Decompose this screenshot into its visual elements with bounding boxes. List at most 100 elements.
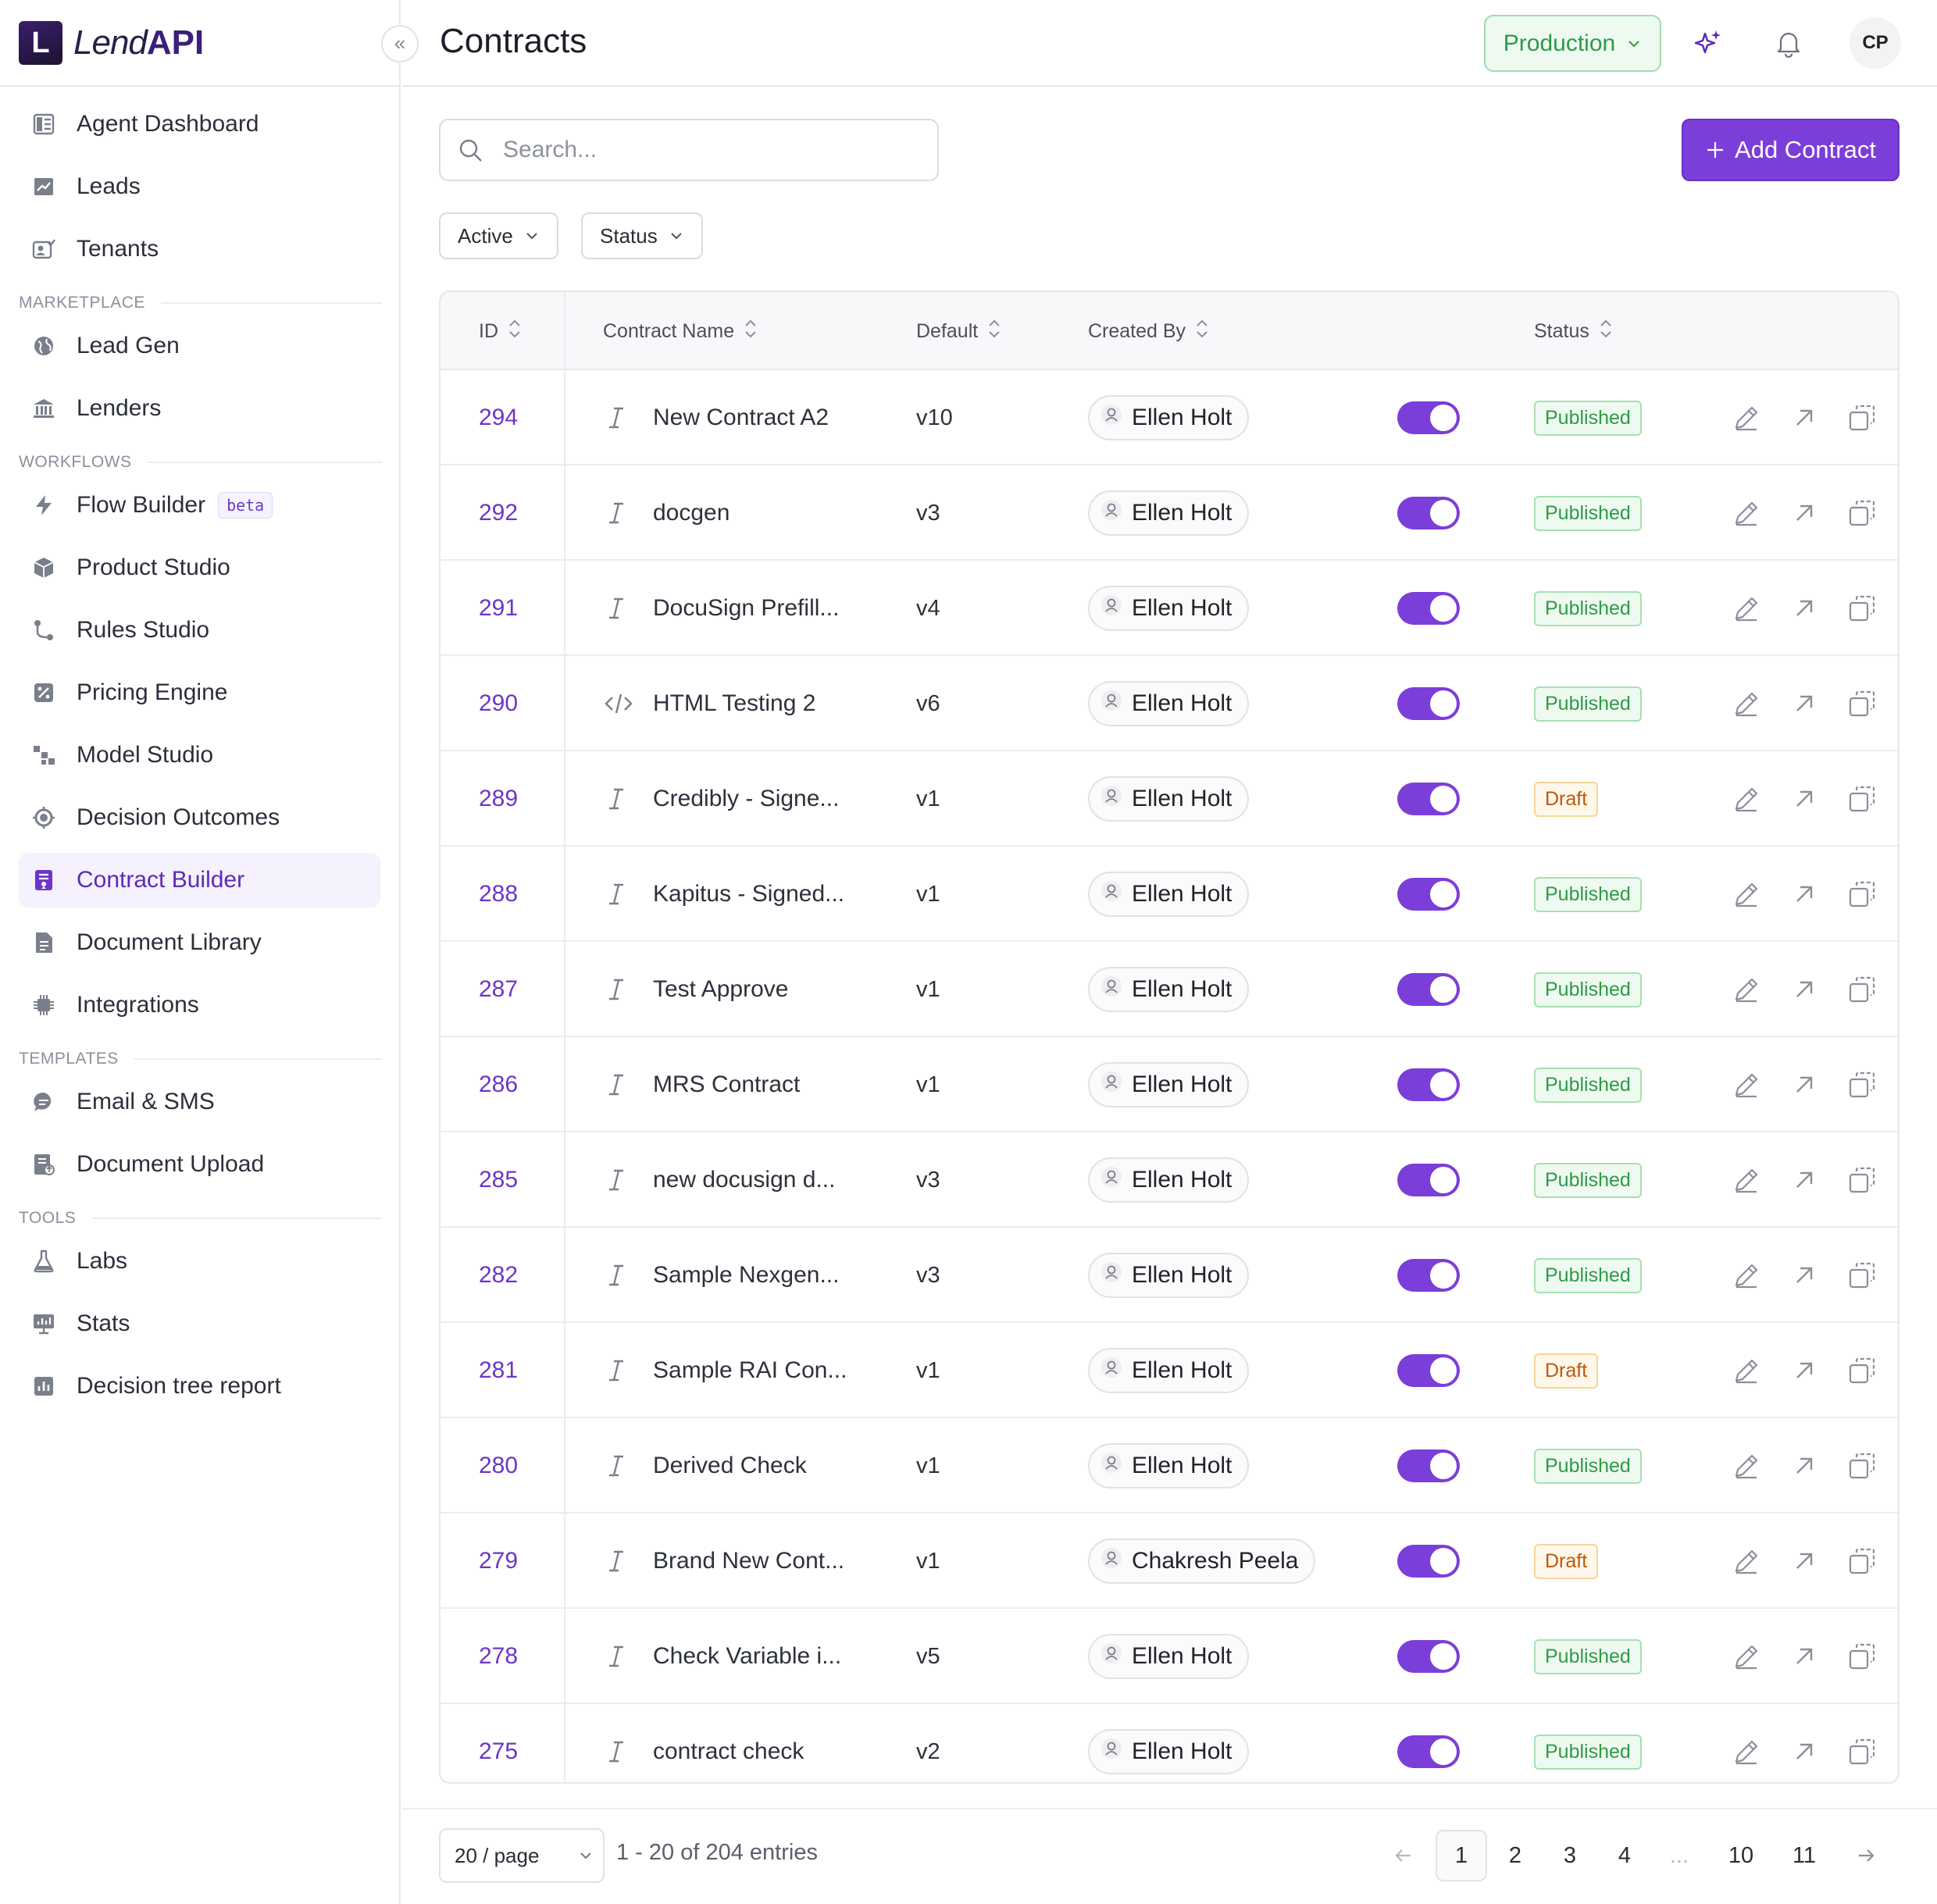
table-row[interactable]: 291 DocuSign Prefill... v4 Ellen Holt Pu… [441,561,1898,656]
sidebar-item-product-studio[interactable]: Product Studio [19,540,380,595]
avatar[interactable]: CP [1850,17,1901,69]
sidebar-item-model-studio[interactable]: Model Studio [19,728,380,783]
table-row[interactable]: 279 Brand New Cont... v1 Chakresh Peela … [441,1514,1898,1609]
brand-logo[interactable]: L [19,21,62,65]
edit-icon[interactable] [1731,1546,1762,1577]
active-toggle[interactable] [1397,1132,1460,1228]
sidebar-item-decision-outcomes[interactable]: Decision Outcomes [19,790,380,845]
duplicate-icon[interactable] [1846,1260,1878,1291]
page-1-button[interactable]: 1 [1436,1830,1487,1881]
search-input[interactable] [503,131,925,169]
active-toggle[interactable] [1397,1514,1460,1609]
duplicate-icon[interactable] [1846,593,1878,624]
edit-icon[interactable] [1731,402,1762,433]
open-external-icon[interactable] [1789,1164,1820,1196]
sidebar-item-lead-gen[interactable]: Lead Gen [19,319,380,373]
toggle-switch[interactable] [1397,1449,1460,1482]
collapse-sidebar-button[interactable]: « [381,25,419,62]
column-header-id[interactable]: ID [479,292,522,370]
column-header-default[interactable]: Default [916,292,1001,370]
open-external-icon[interactable] [1789,1736,1820,1767]
active-toggle[interactable] [1397,370,1460,465]
duplicate-icon[interactable] [1846,1736,1878,1767]
sidebar-item-stats[interactable]: Stats [19,1296,380,1351]
open-external-icon[interactable] [1789,688,1820,719]
active-toggle[interactable] [1397,1609,1460,1704]
sidebar-item-lenders[interactable]: Lenders [19,381,380,436]
edit-icon[interactable] [1731,1069,1762,1100]
page-size-select[interactable]: 20 / page [439,1828,605,1883]
duplicate-icon[interactable] [1846,402,1878,433]
toggle-switch[interactable] [1397,592,1460,625]
toggle-switch[interactable] [1397,687,1460,720]
edit-icon[interactable] [1731,1164,1762,1196]
edit-icon[interactable] [1731,593,1762,624]
contract-id-link[interactable]: 291 [479,595,519,621]
active-toggle[interactable] [1397,465,1460,561]
next-page-button[interactable] [1840,1830,1892,1881]
table-row[interactable]: 278 Check Variable i... v5 Ellen Holt Pu… [441,1609,1898,1704]
contract-id-link[interactable]: 292 [479,500,519,526]
toggle-switch[interactable] [1397,1640,1460,1673]
open-external-icon[interactable] [1789,1450,1820,1481]
contract-id-link[interactable]: 280 [479,1453,519,1478]
open-external-icon[interactable] [1789,783,1820,815]
table-row[interactable]: 286 MRS Contract v1 Ellen Holt Published [441,1037,1898,1132]
ai-sparkle-button[interactable] [1689,23,1728,62]
open-external-icon[interactable] [1789,974,1820,1005]
open-external-icon[interactable] [1789,1355,1820,1386]
table-row[interactable]: 287 Test Approve v1 Ellen Holt Published [441,942,1898,1037]
open-external-icon[interactable] [1789,402,1820,433]
edit-icon[interactable] [1731,497,1762,529]
column-header-created-by[interactable]: Created By [1088,292,1209,370]
toggle-switch[interactable] [1397,1735,1460,1768]
table-row[interactable]: 289 Credibly - Signe... v1 Ellen Holt Dr… [441,751,1898,847]
active-toggle[interactable] [1397,1228,1460,1323]
table-row[interactable]: 285 new docusign d... v3 Ellen Holt Publ… [441,1132,1898,1228]
open-external-icon[interactable] [1789,1546,1820,1577]
edit-icon[interactable] [1731,1641,1762,1672]
active-toggle[interactable] [1397,942,1460,1037]
notifications-button[interactable] [1769,23,1808,62]
duplicate-icon[interactable] [1846,1069,1878,1100]
page-3-button[interactable]: 3 [1563,1842,1577,1868]
duplicate-icon[interactable] [1846,1546,1878,1577]
filter-active[interactable]: Active [439,212,558,259]
edit-icon[interactable] [1731,1260,1762,1291]
sidebar-item-agent-dashboard[interactable]: Agent Dashboard [19,97,380,152]
edit-icon[interactable] [1731,1736,1762,1767]
contract-id-link[interactable]: 282 [479,1262,519,1288]
contract-id-link[interactable]: 279 [479,1548,519,1574]
contract-id-link[interactable]: 281 [479,1357,519,1383]
active-toggle[interactable] [1397,1418,1460,1514]
table-row[interactable]: 290 HTML Testing 2 v6 Ellen Holt Publish… [441,656,1898,751]
duplicate-icon[interactable] [1846,974,1878,1005]
duplicate-icon[interactable] [1846,783,1878,815]
toggle-switch[interactable] [1397,1259,1460,1292]
table-row[interactable]: 288 Kapitus - Signed... v1 Ellen Holt Pu… [441,847,1898,942]
edit-icon[interactable] [1731,974,1762,1005]
contract-id-link[interactable]: 290 [479,690,519,716]
active-toggle[interactable] [1397,751,1460,847]
table-row[interactable]: 281 Sample RAI Con... v1 Ellen Holt Draf… [441,1323,1898,1418]
toggle-switch[interactable] [1397,973,1460,1006]
table-row[interactable]: 275 contract check v2 Ellen Holt Publish… [441,1704,1898,1782]
toggle-switch[interactable] [1397,497,1460,529]
page-11-button[interactable]: 11 [1792,1842,1817,1868]
toggle-switch[interactable] [1397,1164,1460,1196]
active-toggle[interactable] [1397,656,1460,751]
table-row[interactable]: 282 Sample Nexgen... v3 Ellen Holt Publi… [441,1228,1898,1323]
table-row[interactable]: 292 docgen v3 Ellen Holt Published [441,465,1898,561]
search-box[interactable] [439,119,939,181]
contract-id-link[interactable]: 288 [479,881,519,907]
sidebar-item-pricing-engine[interactable]: Pricing Engine [19,665,380,720]
open-external-icon[interactable] [1789,1641,1820,1672]
duplicate-icon[interactable] [1846,1164,1878,1196]
table-row[interactable]: 294 New Contract A2 v10 Ellen Holt Publi… [441,370,1898,465]
sidebar-item-flow-builder[interactable]: Flow Builder beta [19,478,380,533]
sidebar-item-rules-studio[interactable]: Rules Studio [19,603,380,658]
sidebar-item-document-upload[interactable]: Document Upload [19,1137,380,1192]
duplicate-icon[interactable] [1846,1450,1878,1481]
sidebar-item-contract-builder[interactable]: Contract Builder [19,853,380,907]
duplicate-icon[interactable] [1846,1355,1878,1386]
